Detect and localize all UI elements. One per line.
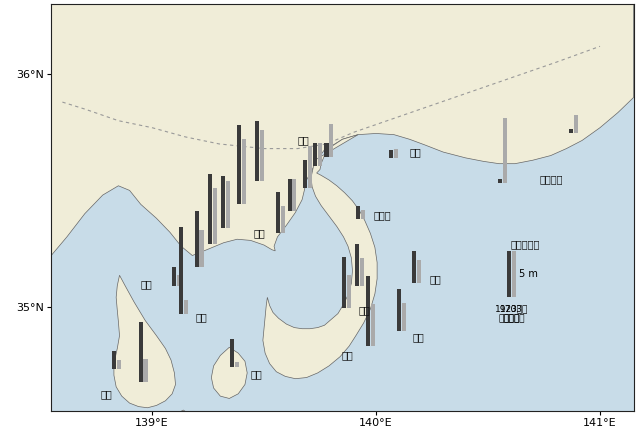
Bar <box>573 115 577 134</box>
Text: 5 m: 5 m <box>519 269 538 279</box>
Text: 関東地震: 関東地震 <box>499 315 520 324</box>
Bar <box>389 151 394 158</box>
Bar <box>111 351 116 369</box>
Bar <box>498 179 502 183</box>
Polygon shape <box>211 347 247 398</box>
Bar <box>242 139 246 204</box>
Text: 元禄地震: 元禄地震 <box>503 315 525 324</box>
Polygon shape <box>114 275 175 408</box>
Text: 1923年: 1923年 <box>495 304 523 313</box>
Bar <box>292 179 296 211</box>
Bar <box>568 129 573 134</box>
Bar <box>348 275 351 308</box>
Bar <box>236 363 239 367</box>
Bar <box>255 121 259 181</box>
Bar <box>360 258 364 286</box>
Text: 千倉: 千倉 <box>413 332 425 342</box>
Bar <box>503 118 507 183</box>
Bar <box>394 148 399 158</box>
Bar <box>324 143 328 157</box>
Polygon shape <box>263 135 377 379</box>
Bar <box>116 360 121 369</box>
Bar <box>287 179 292 211</box>
Bar <box>237 125 241 204</box>
Polygon shape <box>180 410 189 419</box>
Bar <box>402 303 406 331</box>
Bar <box>330 124 333 157</box>
Bar <box>276 192 280 233</box>
Bar <box>417 260 421 283</box>
Bar <box>177 274 181 286</box>
Bar <box>172 267 176 286</box>
Bar <box>179 227 183 314</box>
Text: 熱海: 熱海 <box>140 279 152 290</box>
Text: 館山: 館山 <box>358 305 370 315</box>
Polygon shape <box>51 4 634 256</box>
Bar <box>195 211 198 267</box>
Text: 下田: 下田 <box>100 389 112 399</box>
Bar <box>308 146 312 188</box>
Text: 布良: 布良 <box>342 350 353 360</box>
Bar <box>184 299 188 314</box>
Bar <box>138 322 143 382</box>
Bar <box>342 257 346 308</box>
Text: 九十九里: 九十九里 <box>540 174 563 184</box>
Bar <box>397 289 401 331</box>
Bar <box>208 174 212 244</box>
Bar <box>318 143 323 166</box>
Bar <box>412 251 416 283</box>
Bar <box>260 130 264 181</box>
Bar <box>356 206 360 219</box>
Bar <box>227 181 230 228</box>
Bar <box>143 359 148 382</box>
Bar <box>355 244 359 286</box>
Bar <box>361 210 365 219</box>
Text: 小湊: 小湊 <box>430 274 442 284</box>
Bar <box>221 177 225 228</box>
Text: 錒倉: 錒倉 <box>253 228 265 238</box>
Bar <box>366 276 370 346</box>
Bar <box>512 251 516 297</box>
Bar <box>371 304 375 346</box>
Bar <box>200 230 204 267</box>
Text: 1703年: 1703年 <box>500 304 528 313</box>
Bar <box>313 143 317 166</box>
Bar <box>230 339 234 367</box>
Bar <box>281 206 285 233</box>
Text: 大島: 大島 <box>250 369 262 379</box>
Text: 東京: 東京 <box>297 135 308 145</box>
Bar <box>303 160 307 188</box>
Text: 伊東: 伊東 <box>196 312 207 322</box>
Bar <box>213 188 217 244</box>
Text: 木更津: 木更津 <box>374 210 392 220</box>
Text: 千葉: 千葉 <box>410 147 421 157</box>
Text: 津波の高さ: 津波の高さ <box>510 239 540 249</box>
Bar <box>507 251 511 297</box>
